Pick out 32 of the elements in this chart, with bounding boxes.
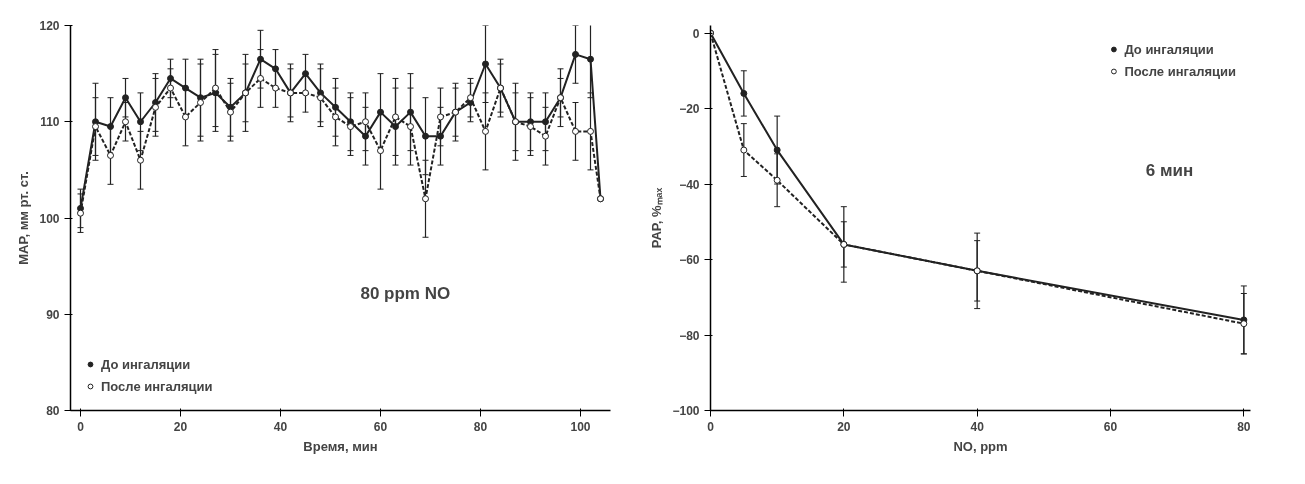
y-tick-label: −20 — [679, 102, 700, 117]
legend-label: После ингаляции — [101, 378, 213, 394]
y-tick-label: 110 — [40, 115, 60, 130]
x-tick-label: 40 — [970, 419, 985, 434]
x-axis-title: Время, мин — [303, 438, 378, 454]
x-tick-label: 60 — [1103, 419, 1118, 434]
y-tick-label: 80 — [46, 404, 60, 418]
y-tick-label: −100 — [672, 404, 700, 418]
legend-label: После ингаляции — [1124, 63, 1236, 79]
x-tick-label: 20 — [173, 419, 188, 434]
legend-label: До ингаляции — [1124, 41, 1214, 57]
x-tick-label: 0 — [707, 419, 715, 434]
annotation: 6 мин — [1145, 160, 1194, 180]
y-tick-label: −40 — [679, 177, 700, 192]
y-tick-label: 0 — [692, 26, 700, 41]
y-tick-label: −60 — [679, 253, 700, 268]
x-tick-label: 0 — [77, 419, 85, 434]
x-axis-title: NO, ppm — [953, 438, 1008, 454]
y-tick-label: −80 — [679, 328, 700, 343]
x-tick-label: 100 — [570, 419, 591, 434]
y-tick-label: 90 — [46, 307, 60, 322]
legend-label: До ингаляции — [101, 356, 191, 372]
y-axis-title: MAP, мм рт. ст. — [16, 171, 32, 265]
x-tick-label: 40 — [273, 419, 288, 434]
x-tick-label: 80 — [1237, 419, 1251, 434]
y-axis-title: PAP, %ₘₐₓ — [649, 187, 665, 249]
y-tick-label: 100 — [39, 211, 60, 226]
x-tick-label: 20 — [837, 419, 851, 434]
y-tick-label: 120 — [39, 19, 60, 33]
x-tick-label: 80 — [473, 419, 488, 434]
annotation: 80 ppm NO — [360, 283, 451, 303]
x-tick-label: 60 — [373, 419, 388, 434]
